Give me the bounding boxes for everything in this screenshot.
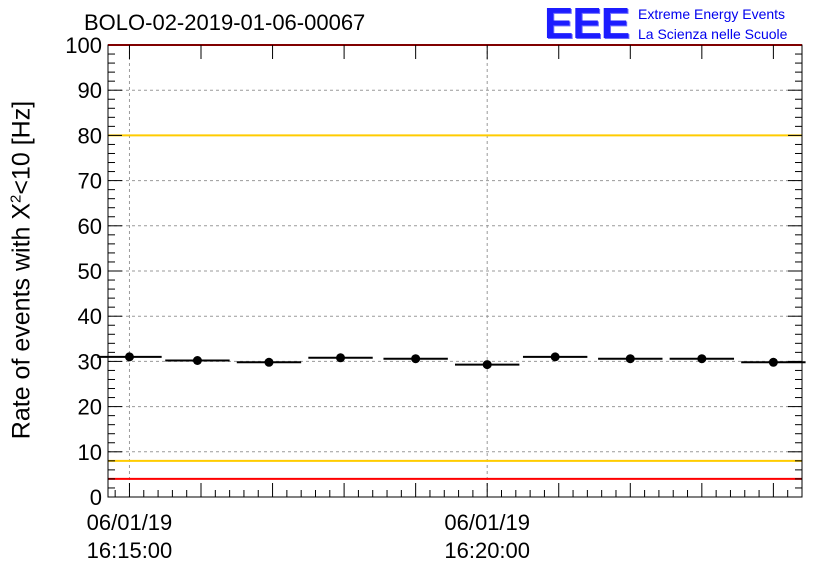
- y-tick-label: 20: [78, 395, 102, 420]
- y-tick-label: 10: [78, 440, 102, 465]
- eee-logo-mark: EEE: [544, 0, 630, 48]
- data-point: [625, 354, 635, 364]
- x-tick-label-time: 16:15:00: [87, 538, 173, 563]
- data-point: [482, 360, 492, 370]
- y-tick-label: 80: [78, 123, 102, 148]
- logo-line-2: La Scienza nelle Scuole: [638, 26, 788, 42]
- data-point: [264, 357, 274, 367]
- data-point: [192, 355, 202, 365]
- y-tick-label: 90: [78, 78, 102, 103]
- x-tick-label-time: 16:20:00: [444, 538, 530, 563]
- data-point: [124, 352, 134, 362]
- data-point: [411, 354, 421, 364]
- y-tick-label: 50: [78, 259, 102, 284]
- y-tick-label: 60: [78, 214, 102, 239]
- logo-line-1: Extreme Energy Events: [638, 6, 786, 22]
- data-point: [697, 354, 707, 364]
- data-point: [336, 353, 346, 363]
- data-point: [550, 352, 560, 362]
- y-tick-label: 70: [78, 169, 102, 194]
- data-point: [768, 357, 778, 367]
- y-tick-label: 40: [78, 304, 102, 329]
- y-tick-label: 100: [65, 33, 102, 58]
- x-tick-label-date: 06/01/19: [444, 510, 530, 535]
- y-tick-label: 0: [90, 485, 102, 510]
- y-tick-label: 30: [78, 349, 102, 374]
- run-title: BOLO-02-2019-01-06-00067: [84, 10, 366, 35]
- x-tick-label-date: 06/01/19: [87, 510, 173, 535]
